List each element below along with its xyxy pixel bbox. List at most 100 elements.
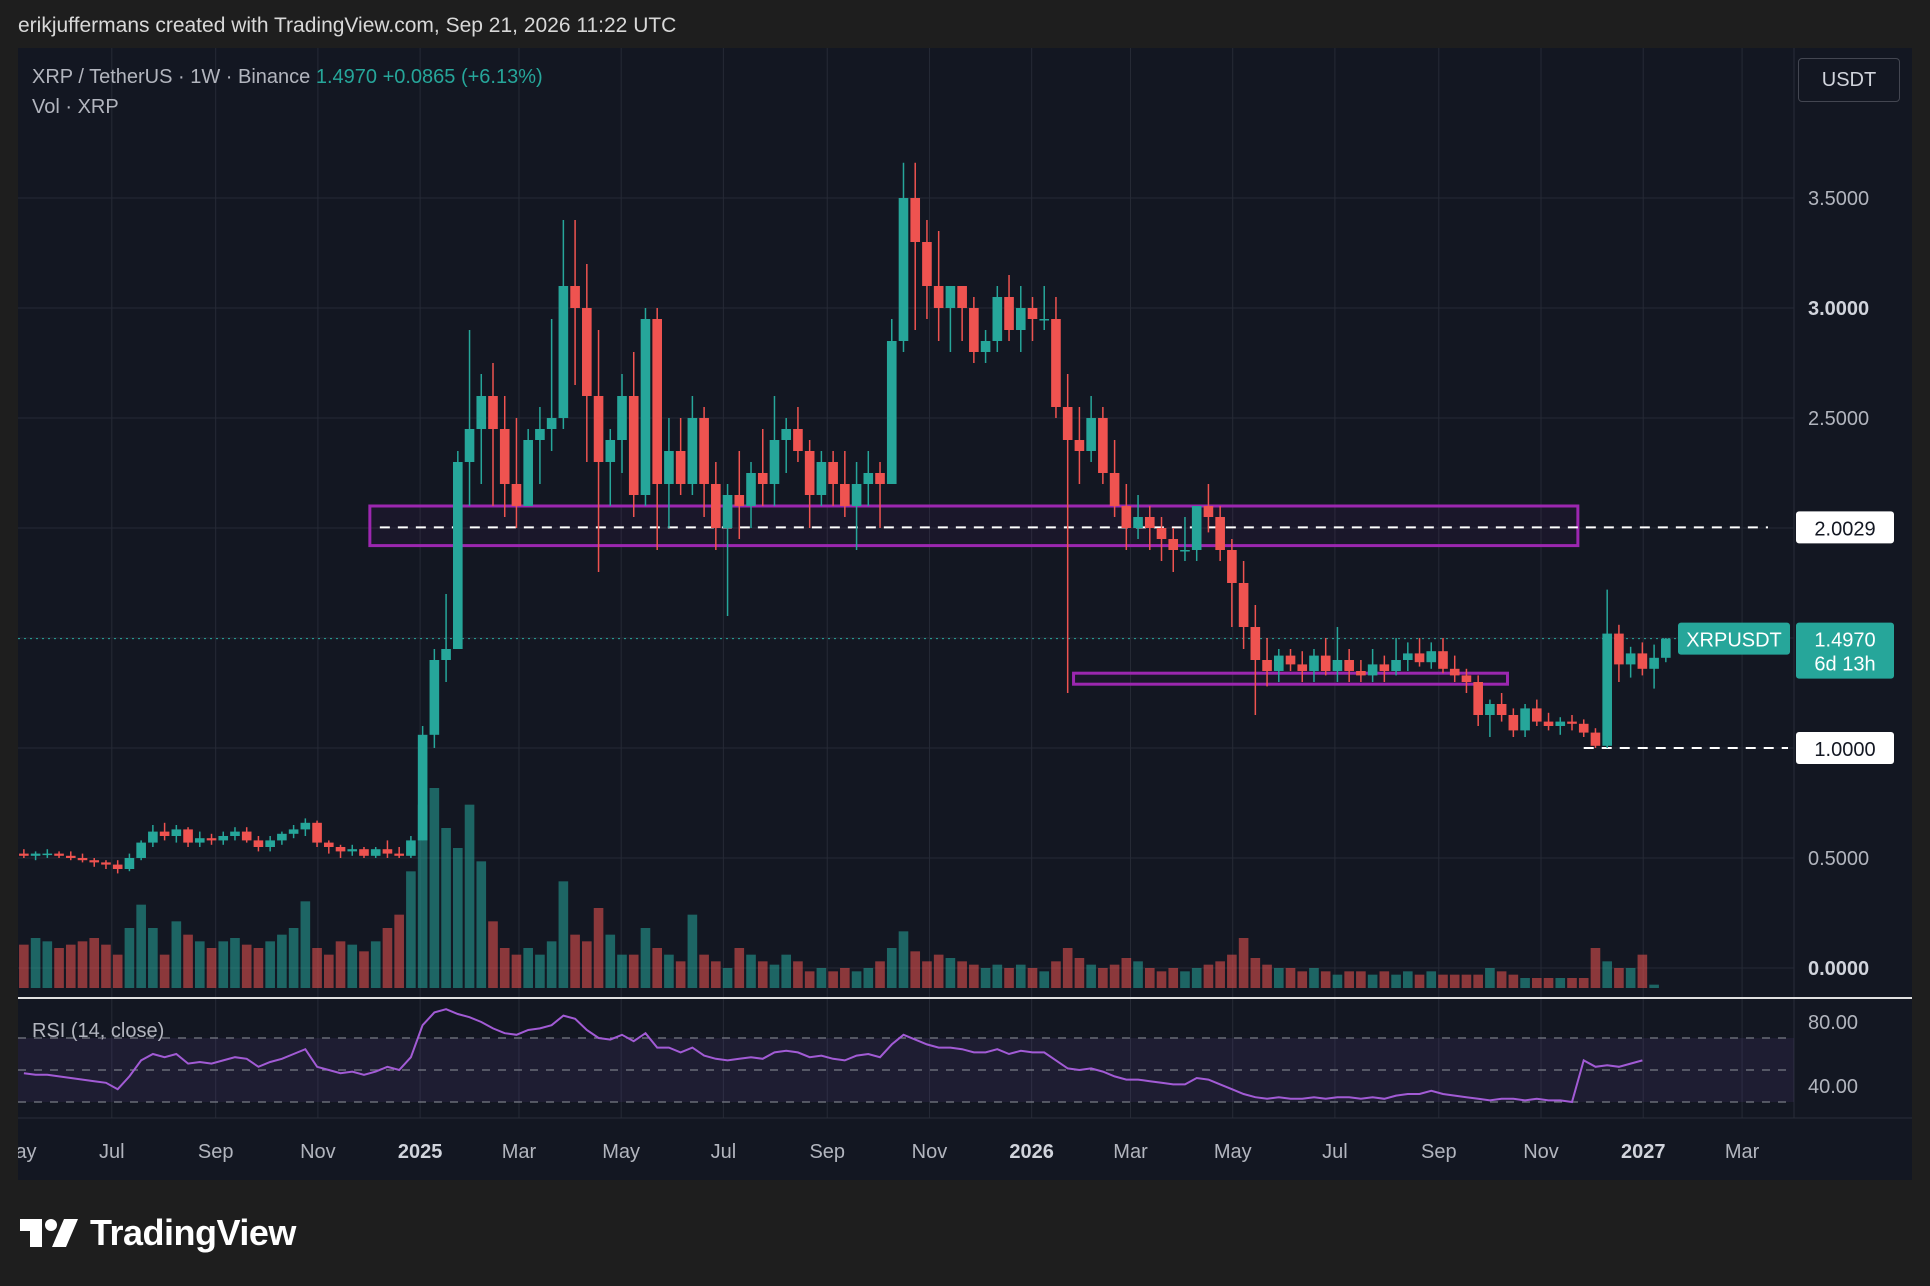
price-tag-level-top-box <box>1796 511 1894 544</box>
candle-body <box>1062 407 1073 440</box>
rsi-legend[interactable]: RSI (14, close) <box>32 1020 165 1042</box>
rsi-axis-label: 80.00 <box>1808 1012 1858 1034</box>
candle-body <box>54 853 64 856</box>
horizontal-levels[interactable] <box>18 526 1794 749</box>
candle-body <box>159 831 170 836</box>
candle-body <box>1227 550 1237 583</box>
candle-body <box>1074 440 1085 451</box>
volume-bar <box>1485 968 1495 988</box>
volume-bar <box>19 944 29 988</box>
volume-bar <box>65 944 76 988</box>
candle-body <box>992 297 1003 341</box>
volume-bar <box>1625 968 1636 988</box>
candle-body <box>746 473 756 506</box>
candle-body <box>30 853 41 856</box>
volume-legend[interactable]: Vol · XRP <box>32 96 119 118</box>
time-axis-label: Nov <box>300 1141 336 1163</box>
candle-body <box>300 822 311 830</box>
volume-bar <box>1250 958 1261 988</box>
volume-bar <box>1414 974 1425 988</box>
time-axis-label: ay <box>18 1141 37 1163</box>
candle-body <box>335 847 346 852</box>
candle-body <box>582 308 592 396</box>
chart-canvas[interactable]: ay Jul Sep Nov 2025 Mar May Jul Sep Nov 2026 Mar May… <box>18 48 1912 1180</box>
volume-bar <box>347 944 358 988</box>
candle-body <box>1391 660 1401 671</box>
volume-bar <box>288 928 299 988</box>
volume-bar <box>42 941 53 988</box>
volume-bar <box>183 934 193 988</box>
candle-body <box>1309 655 1319 671</box>
candle-body <box>382 849 393 854</box>
volume-bar <box>1062 948 1073 988</box>
candle-body <box>851 484 862 506</box>
candle-body <box>488 396 498 429</box>
price-tag-level-bottom-box <box>1796 732 1894 764</box>
last-price-tag-text: 6d 13h <box>1814 654 1875 676</box>
volume-bar <box>1590 948 1601 988</box>
candle-body <box>288 829 299 834</box>
volume-bar <box>980 968 991 988</box>
volume-bar <box>922 961 932 988</box>
candle-body <box>394 853 404 856</box>
volume-bar <box>711 961 721 988</box>
currency-button[interactable]: USDT <box>1798 58 1900 102</box>
candle-body <box>664 451 674 484</box>
volume-bar <box>1426 971 1437 988</box>
candle-body <box>312 822 322 843</box>
candle-body <box>757 473 768 484</box>
candle-body <box>206 838 217 841</box>
symbol-legend[interactable]: XRP / TetherUS · 1W · Binance 1.4970 +0.… <box>32 66 543 89</box>
tradingview-logo: TradingView <box>20 1212 296 1254</box>
candlestick-series[interactable] <box>19 162 1671 874</box>
time-axis-label: Mar <box>502 1141 537 1163</box>
candle-body <box>1508 715 1519 731</box>
candle-body <box>933 286 944 308</box>
volume-bar <box>30 938 41 988</box>
rsi-pane[interactable]: 40.00 80.00 <box>18 1008 1858 1104</box>
volume-bar <box>429 788 440 988</box>
candle-body <box>898 198 909 341</box>
candle-body <box>1567 721 1577 724</box>
last-price-tag-box <box>1796 622 1894 679</box>
volume-bar <box>1203 964 1214 988</box>
volume-bar <box>992 964 1003 988</box>
support-resistance-zones[interactable] <box>368 504 1580 686</box>
time-axis-label: 2025 <box>398 1141 443 1163</box>
volume-bar <box>453 848 463 988</box>
symbol-tag-box <box>1678 622 1790 655</box>
volume-bar <box>640 928 651 988</box>
volume-bar <box>1180 971 1190 988</box>
grid-lines <box>18 48 1912 1180</box>
candle-body <box>1426 651 1437 663</box>
candle-body <box>1262 660 1272 671</box>
price-tag-level-top: 2.0029 <box>1796 511 1894 544</box>
candle-body <box>945 286 956 308</box>
candle-body <box>464 429 475 462</box>
volume-bar <box>370 941 381 988</box>
candle-body <box>1121 506 1132 528</box>
candle-body <box>652 319 663 484</box>
volume-bar <box>1496 971 1507 988</box>
volume-bar <box>441 828 451 988</box>
candle-body <box>1602 633 1612 746</box>
candle-body <box>840 484 850 506</box>
volume-bar <box>1543 978 1554 988</box>
candle-body <box>1238 583 1249 627</box>
candle-body <box>699 418 709 484</box>
candle-body <box>1614 633 1624 665</box>
volume-bar <box>675 961 686 988</box>
candle-body <box>359 849 369 856</box>
volume-bar <box>124 928 135 988</box>
candle-body <box>241 831 252 841</box>
candle-body <box>406 840 416 856</box>
volume-bar <box>406 871 416 988</box>
volume-bar <box>277 934 287 988</box>
chart-frame[interactable]: ay Jul Sep Nov 2025 Mar May Jul Sep Nov 2026 Mar May… <box>18 48 1912 1180</box>
time-axis-label: Mar <box>1113 1141 1148 1163</box>
volume-bar <box>664 954 674 988</box>
volume-bar <box>1379 971 1390 988</box>
rsi-line <box>23 1008 1643 1104</box>
time-axis-label: Jul <box>99 1141 125 1163</box>
